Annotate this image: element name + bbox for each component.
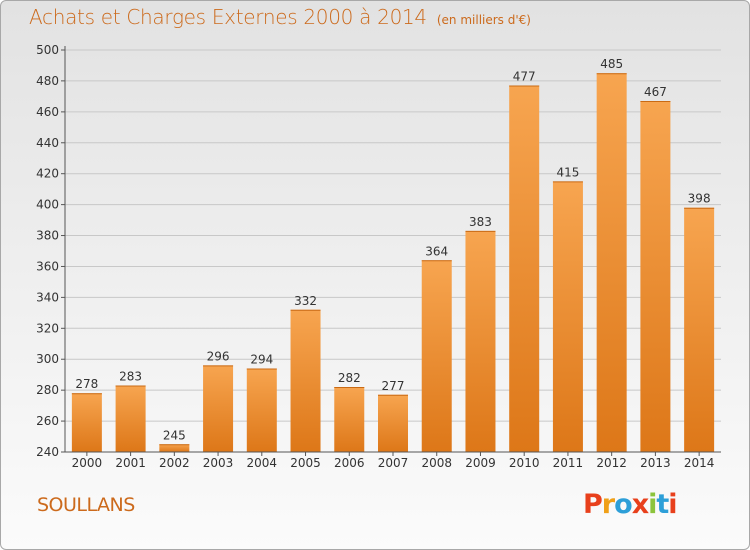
bar-value-label: 485	[600, 57, 623, 71]
bar-value-label: 467	[644, 85, 667, 99]
x-tick-label: 2008	[421, 456, 452, 470]
y-tick-label: 440	[36, 136, 59, 150]
x-tick-label: 2012	[596, 456, 627, 470]
logo-letter: r	[601, 489, 615, 520]
x-tick-label: 2009	[465, 456, 496, 470]
bar-value-label: 477	[513, 70, 536, 84]
logo-letter: i	[668, 489, 677, 520]
y-tick-label: 240	[36, 445, 59, 459]
x-tick-label: 2010	[509, 456, 540, 470]
bar	[596, 73, 627, 452]
bar-value-label: 294	[250, 353, 273, 367]
bar-value-label: 415	[556, 165, 579, 179]
axes-group: 240 260 280 300 320 340 360 380 400 420 440 460 480 5…	[36, 43, 721, 470]
bar	[246, 368, 277, 452]
y-tick-label: 360	[36, 259, 59, 273]
y-tick-label: 500	[36, 43, 59, 57]
x-tick-label: 2011	[553, 456, 584, 470]
chart-unit: (en milliers d'€)	[436, 13, 531, 27]
x-tick-label: 2001	[115, 456, 146, 470]
y-tick-label: 320	[36, 321, 59, 335]
bar-value-label: 332	[294, 294, 317, 308]
y-tick-label: 260	[36, 414, 59, 428]
bar	[115, 385, 146, 452]
y-tick-label: 400	[36, 198, 59, 212]
bar-value-label: 282	[338, 371, 361, 385]
logo-letter: o	[614, 489, 633, 520]
x-tick-label: 2006	[334, 456, 365, 470]
bar-value-label: 383	[469, 215, 492, 229]
bar	[334, 387, 365, 452]
bar	[509, 85, 540, 453]
logo-letter: i	[648, 489, 657, 520]
bar-value-label: 278	[75, 377, 98, 391]
bar-value-label: 283	[119, 370, 142, 384]
logo-letter: t	[656, 489, 669, 520]
bar	[378, 394, 408, 452]
y-tick-label: 480	[36, 74, 59, 88]
bar-value-label: 364	[425, 244, 448, 258]
y-tick-label: 460	[36, 105, 59, 119]
bar-value-label: 398	[688, 192, 711, 206]
x-tick-label: 2004	[247, 456, 278, 470]
x-tick-label: 2002	[159, 456, 190, 470]
bar	[290, 309, 321, 452]
y-tick-label: 280	[36, 383, 59, 397]
logo-letter: x	[631, 489, 649, 520]
bar	[465, 230, 496, 452]
x-tick-label: 2014	[684, 456, 715, 470]
bar	[159, 444, 190, 452]
y-tick-label: 420	[36, 167, 59, 181]
bars-group: 278 283 245 296 294 332 282 277 364 383 477 415 485 4…	[71, 57, 715, 453]
x-tick-label: 2005	[290, 456, 321, 470]
bar	[684, 207, 715, 452]
place-name: SOULLANS	[37, 494, 135, 516]
x-tick-label: 2013	[640, 456, 671, 470]
proxiti-logo: Proxiti	[583, 489, 678, 520]
x-tick-label: 2003	[203, 456, 234, 470]
bar	[552, 181, 583, 452]
x-tick-label: 2000	[72, 456, 103, 470]
y-tick-label: 340	[36, 290, 59, 304]
bar	[640, 101, 671, 453]
bar-value-label: 296	[207, 349, 230, 363]
logo-letter: P	[583, 489, 603, 520]
chart-title-text: Achats et Charges Externes 2000 à 2014	[29, 5, 427, 29]
chart-title: Achats et Charges Externes 2000 à 2014 (e…	[29, 5, 531, 29]
bar	[203, 365, 234, 452]
y-tick-label: 300	[36, 352, 59, 366]
bar	[71, 393, 102, 452]
bar	[421, 260, 452, 452]
x-tick-label: 2007	[378, 456, 409, 470]
bar-value-label: 245	[163, 428, 186, 442]
bar-value-label: 277	[382, 379, 405, 393]
y-tick-label: 380	[36, 229, 59, 243]
